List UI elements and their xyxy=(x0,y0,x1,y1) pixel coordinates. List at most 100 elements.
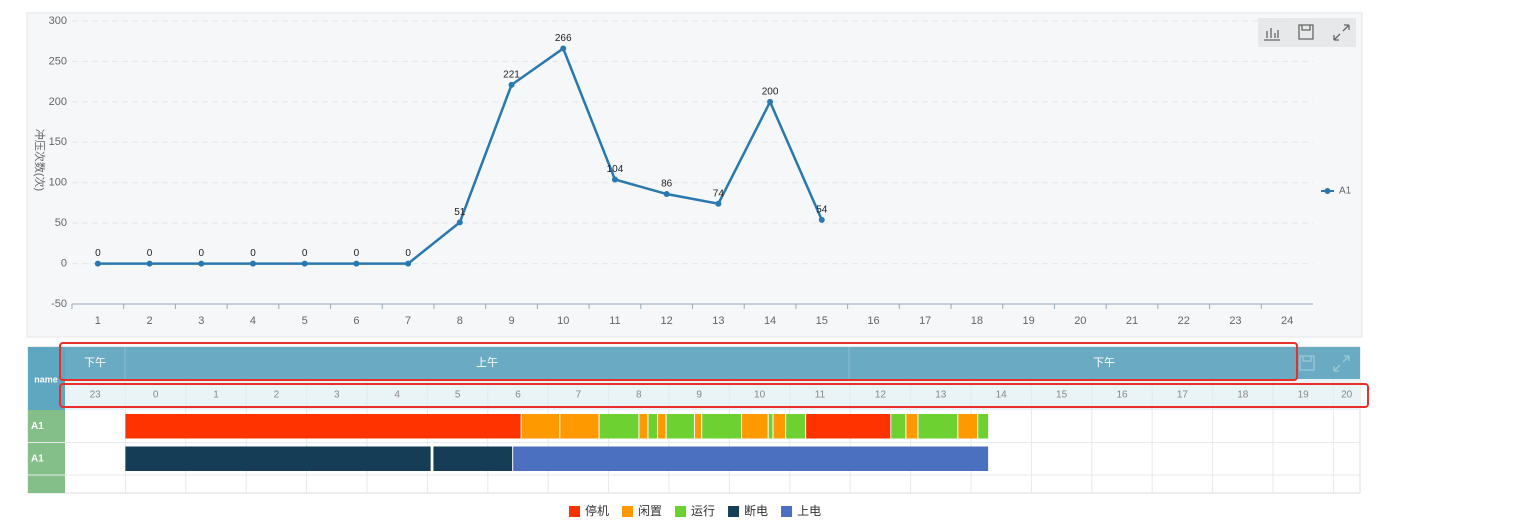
x-tick-label: 23 xyxy=(1229,315,1241,327)
data-label: 0 xyxy=(147,248,153,259)
data-point xyxy=(508,81,515,88)
data-point xyxy=(353,260,360,267)
x-tick-label: 16 xyxy=(867,315,879,327)
hour-label: 9 xyxy=(696,390,702,401)
timeline: 下午 上午 下午 name 23 0 1 2 3 4 5 6 7 8 9 10 11 12 13 14 15 16… xyxy=(27,346,1361,494)
status-segment xyxy=(906,414,918,439)
hour-label: 15 xyxy=(1056,390,1068,401)
hour-label: 3 xyxy=(334,390,340,401)
x-tick-label: 6 xyxy=(353,315,359,327)
y-tick-label: -50 xyxy=(51,298,67,310)
x-tick-label: 24 xyxy=(1281,315,1293,327)
data-point xyxy=(405,260,412,267)
hour-label: 17 xyxy=(1177,390,1189,401)
data-label: 104 xyxy=(607,164,624,175)
y-tick-label: 250 xyxy=(49,55,67,67)
name-header: name xyxy=(34,374,58,384)
chart-panel xyxy=(26,12,1363,338)
data-label: 0 xyxy=(302,248,308,259)
status-segment xyxy=(125,414,521,439)
status-segment xyxy=(560,414,599,439)
status-segment xyxy=(648,414,658,439)
hour-label: 19 xyxy=(1298,390,1310,401)
data-label: 266 xyxy=(555,33,572,44)
data-point xyxy=(94,260,101,267)
data-label: 0 xyxy=(405,248,411,259)
x-tick-label: 18 xyxy=(971,315,983,327)
legend-label: 上电 xyxy=(797,504,821,518)
expand-icon[interactable] xyxy=(1333,24,1350,41)
x-tick-label: 21 xyxy=(1126,315,1138,327)
status-segment xyxy=(768,414,773,439)
save-icon[interactable] xyxy=(1299,355,1315,371)
hour-label: 11 xyxy=(815,390,826,401)
status-segment xyxy=(599,414,639,439)
highlight-box xyxy=(59,383,1369,408)
toolbar xyxy=(1258,18,1356,47)
hour-label: 0 xyxy=(153,390,159,401)
hour-label: 6 xyxy=(515,390,521,401)
data-label: 200 xyxy=(762,86,779,97)
status-segment xyxy=(513,446,989,471)
status-segment xyxy=(978,414,989,439)
hour-label: 8 xyxy=(636,390,642,401)
hour-label: 14 xyxy=(996,390,1008,401)
legend-swatch xyxy=(781,506,793,517)
data-label: 0 xyxy=(250,248,256,259)
legend-swatch xyxy=(675,506,687,517)
y-tick-label: 200 xyxy=(49,96,67,108)
x-tick-label: 1 xyxy=(95,315,101,327)
data-label: 54 xyxy=(816,205,828,216)
status-segment xyxy=(521,414,560,439)
row-label: A1 xyxy=(31,453,44,464)
status-segment xyxy=(891,414,906,439)
y-tick-label: 50 xyxy=(55,217,67,229)
data-point xyxy=(456,219,463,226)
status-segment xyxy=(773,414,786,439)
expand-icon[interactable] xyxy=(1333,355,1350,372)
status-segment xyxy=(958,414,978,439)
legend-swatch xyxy=(728,506,740,517)
y-tick-label: 0 xyxy=(61,257,67,269)
x-tick-label: 8 xyxy=(457,315,463,327)
x-tick-label: 5 xyxy=(302,315,308,327)
data-label: 86 xyxy=(661,179,673,190)
data-point xyxy=(146,260,153,267)
data-point xyxy=(767,98,774,105)
legend-label: 断电 xyxy=(744,503,768,518)
status-segment xyxy=(702,414,742,439)
period-label: 下午 xyxy=(84,356,106,369)
legend-label: 闲置 xyxy=(638,504,662,518)
data-point xyxy=(301,260,308,267)
hour-label: 5 xyxy=(455,390,461,401)
status-segment xyxy=(433,446,513,471)
x-tick-label: 2 xyxy=(147,315,153,327)
x-tick-label: 7 xyxy=(405,315,411,327)
save-icon[interactable] xyxy=(1298,24,1314,40)
data-label: 0 xyxy=(95,248,101,259)
data-label: 0 xyxy=(198,248,204,259)
y-tick-label: 150 xyxy=(49,136,67,148)
x-tick-label: 19 xyxy=(1022,315,1034,327)
y-axis-title: 冲压次数(次) xyxy=(33,129,47,191)
period-label: 上午 xyxy=(476,356,498,369)
hour-label: 23 xyxy=(90,390,102,401)
hour-label: 2 xyxy=(274,390,280,401)
x-tick-label: 17 xyxy=(919,315,931,327)
data-label: 51 xyxy=(454,207,466,218)
legend-label: 停机 xyxy=(585,503,609,518)
legend-label: 运行 xyxy=(691,504,715,518)
x-tick-label: 15 xyxy=(816,315,828,327)
data-point xyxy=(249,260,256,267)
data-point xyxy=(611,176,618,183)
legend-swatch xyxy=(622,506,634,517)
data-point xyxy=(198,260,205,267)
x-tick-label: 9 xyxy=(508,315,514,327)
bar-chart-icon[interactable] xyxy=(1264,28,1280,41)
hour-label: 20 xyxy=(1341,390,1353,401)
data-point xyxy=(663,191,670,198)
data-label: 221 xyxy=(503,70,520,81)
x-tick-label: 10 xyxy=(557,315,569,327)
status-segment xyxy=(918,414,958,439)
data-point xyxy=(818,216,825,223)
